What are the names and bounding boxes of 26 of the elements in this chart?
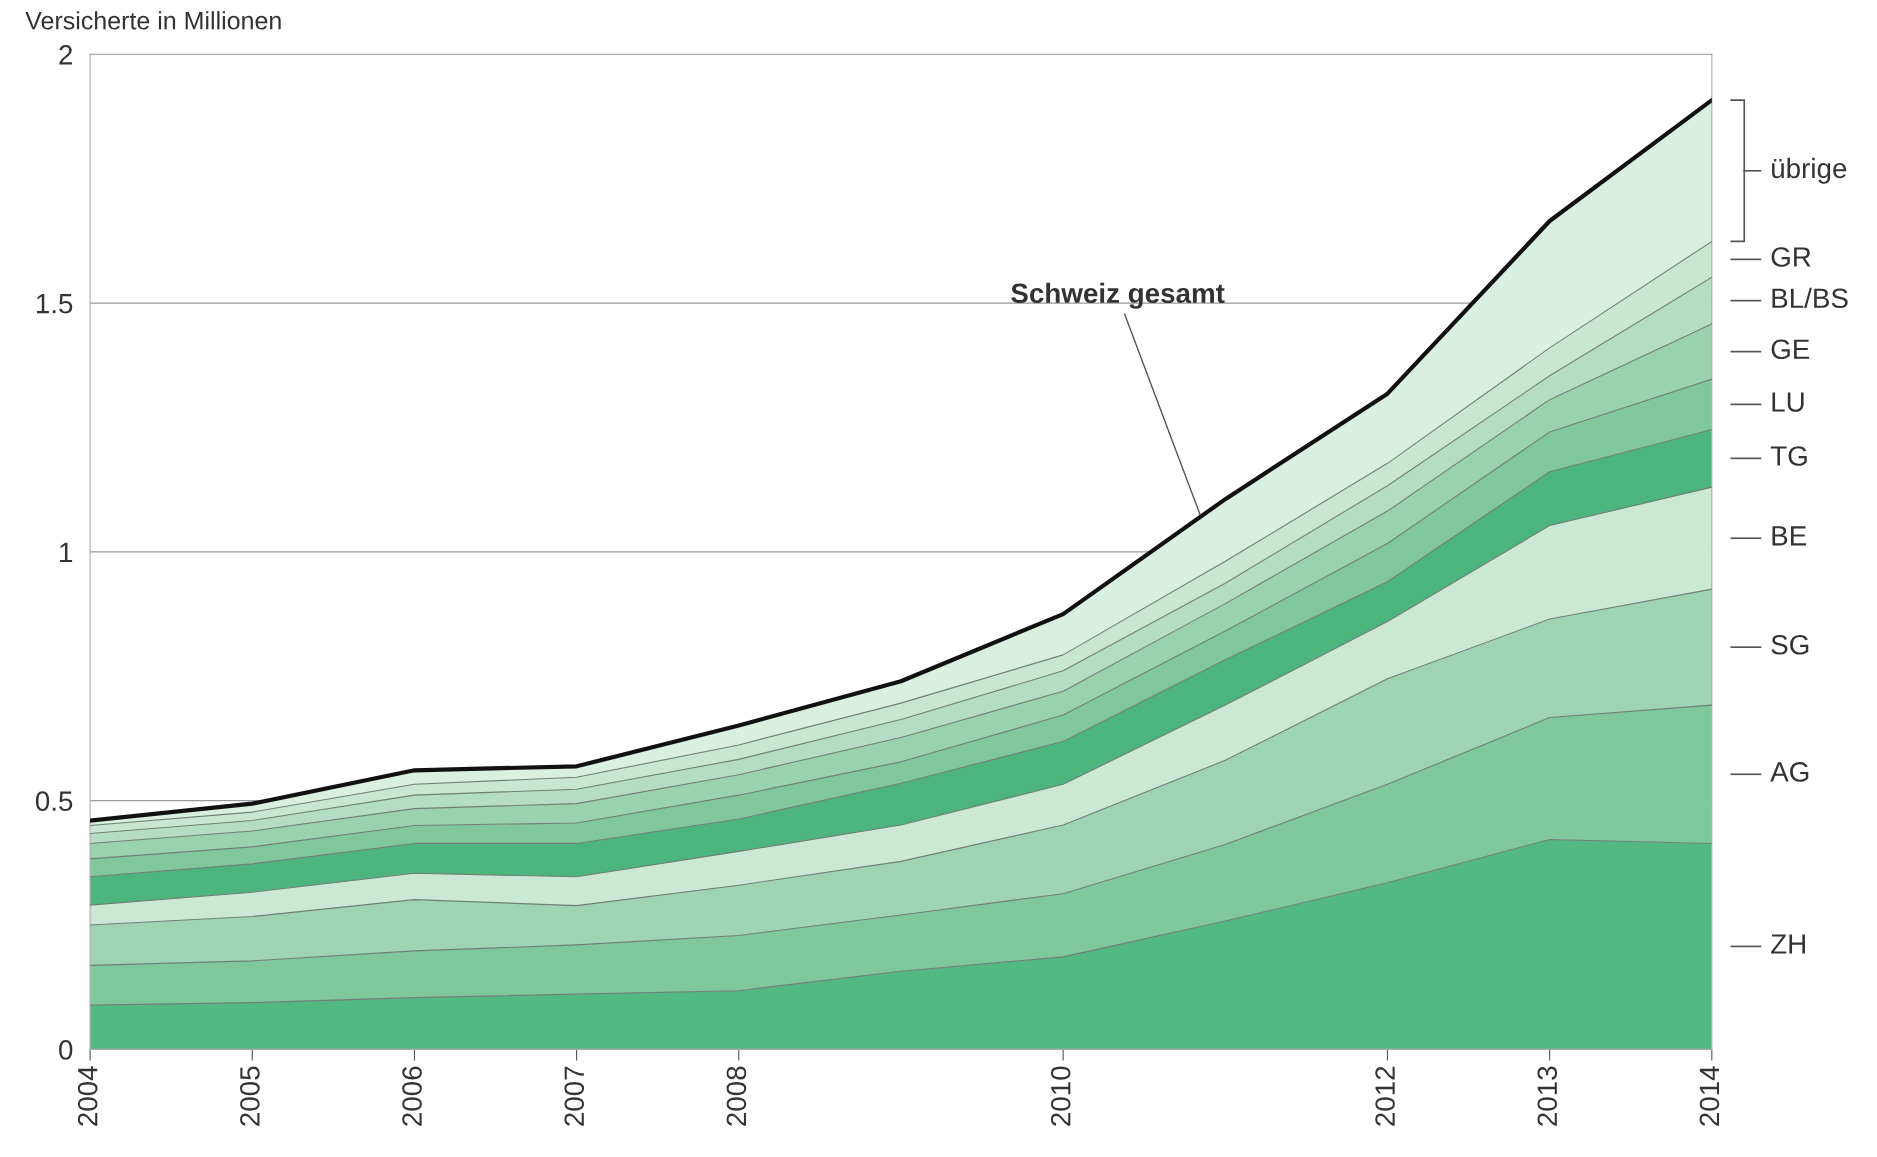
x-tick-label: 2010 <box>1050 1066 1071 1126</box>
text: AG <box>1770 762 1809 782</box>
x-tick-label: 2006 <box>402 1066 422 1126</box>
x-tick-label: 2012 <box>1375 1066 1395 1126</box>
y-tick-label: 0.5 <box>35 791 73 811</box>
x-tick-label: 2004 <box>77 1066 98 1126</box>
y-axis-title: Versicherte in Millionen <box>25 11 281 30</box>
text: übrige <box>1772 157 1847 184</box>
text: ZH <box>1771 934 1805 954</box>
y-tick-label: 2 <box>59 45 73 65</box>
text: TG <box>1770 446 1807 466</box>
x-tick-label: 2013 <box>1537 1066 1558 1126</box>
x-tick-label: 2014 <box>1699 1066 1720 1126</box>
y-tick-label: 1 <box>60 542 73 562</box>
y-tick-label: 1.5 <box>36 294 73 314</box>
annotation: Schweiz gesamt <box>1011 282 1225 309</box>
text: LU <box>1772 392 1804 412</box>
text: SG <box>1771 634 1809 655</box>
x-tick-label: 2008 <box>726 1066 747 1126</box>
x-tick-label: 2007 <box>564 1066 585 1126</box>
y-tick-label: 0 <box>59 1040 73 1060</box>
x-tick-label: 2005 <box>240 1066 260 1126</box>
text: GR <box>1771 247 1811 267</box>
text: GE <box>1771 339 1810 360</box>
text: BL/BS <box>1772 287 1848 309</box>
text: BE <box>1772 526 1807 546</box>
